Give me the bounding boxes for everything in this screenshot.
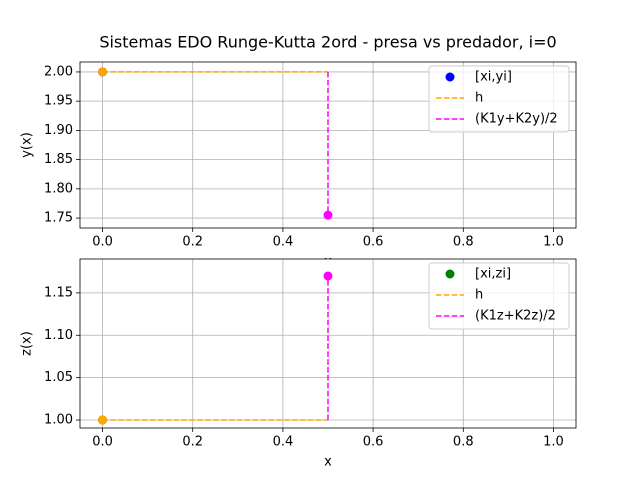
- legend: [xi,yi] h (K1y+K2y)/2: [428, 65, 570, 133]
- x-tick-label: 0.8: [453, 435, 474, 450]
- x-tick-label: 0.6: [363, 435, 384, 450]
- x-tick-label: 0.6: [363, 235, 384, 250]
- y-tick-label: 1.05: [44, 370, 73, 385]
- x-tick-label: 0.4: [273, 435, 294, 450]
- y-tick-label: 1.85: [44, 152, 73, 167]
- y-axis-label: z(x): [20, 331, 35, 356]
- subplot: Sistemas EDO Runge-Kutta 2ord - presa vs…: [20, 33, 577, 250]
- y-tick-label: 1.75: [44, 211, 73, 226]
- y-tick-label: 1.15: [44, 285, 73, 300]
- legend: [xi,zi] h (K1z+K2z)/2: [428, 262, 570, 330]
- x-tick-label: 0.2: [182, 235, 203, 250]
- legend-label: [xi,yi]: [475, 70, 512, 85]
- legend-label: h: [475, 91, 483, 106]
- legend-label: (K1y+K2y)/2: [475, 112, 558, 127]
- axes-frame: [79, 258, 577, 429]
- x-tick-label: 1.0: [543, 235, 564, 250]
- y-tick-label: 1.90: [44, 123, 73, 138]
- point: [98, 67, 108, 77]
- subplot: 0.0 0.2 0.4 0.6 0.8 1.0 1.00 1.05 1.10 1.15 z(x) [x…: [20, 258, 577, 450]
- legend-label: h: [475, 288, 483, 303]
- legend-marker: [445, 269, 455, 279]
- y-tick-label: 2.00: [44, 64, 73, 79]
- point: [323, 271, 333, 281]
- x-tick-label: 0.4: [273, 235, 294, 250]
- y-axis-label: y(x): [20, 132, 35, 158]
- y-tick-label: 1.00: [44, 413, 73, 428]
- chart-title: Sistemas EDO Runge-Kutta 2ord - presa vs…: [99, 33, 556, 52]
- point: [98, 415, 108, 425]
- y-tick-label: 1.95: [44, 94, 73, 109]
- x-tick-label: 0.2: [182, 435, 203, 450]
- x-tick-label: 0.8: [453, 235, 474, 250]
- x-tick-label: 0.0: [92, 435, 113, 450]
- x-tick-label: 0.0: [92, 235, 113, 250]
- point: [323, 210, 333, 220]
- x-tick-label: 1.0: [543, 435, 564, 450]
- legend-label: [xi,zi]: [475, 267, 511, 282]
- x-axis-label: x: [324, 455, 332, 470]
- legend-marker: [445, 72, 455, 82]
- y-tick-label: 1.80: [44, 181, 73, 196]
- legend-label: (K1z+K2z)/2: [475, 309, 556, 324]
- legend-box: [428, 262, 570, 330]
- legend-box: [428, 65, 570, 133]
- y-tick-label: 1.10: [44, 328, 73, 343]
- axes-frame: [79, 61, 577, 229]
